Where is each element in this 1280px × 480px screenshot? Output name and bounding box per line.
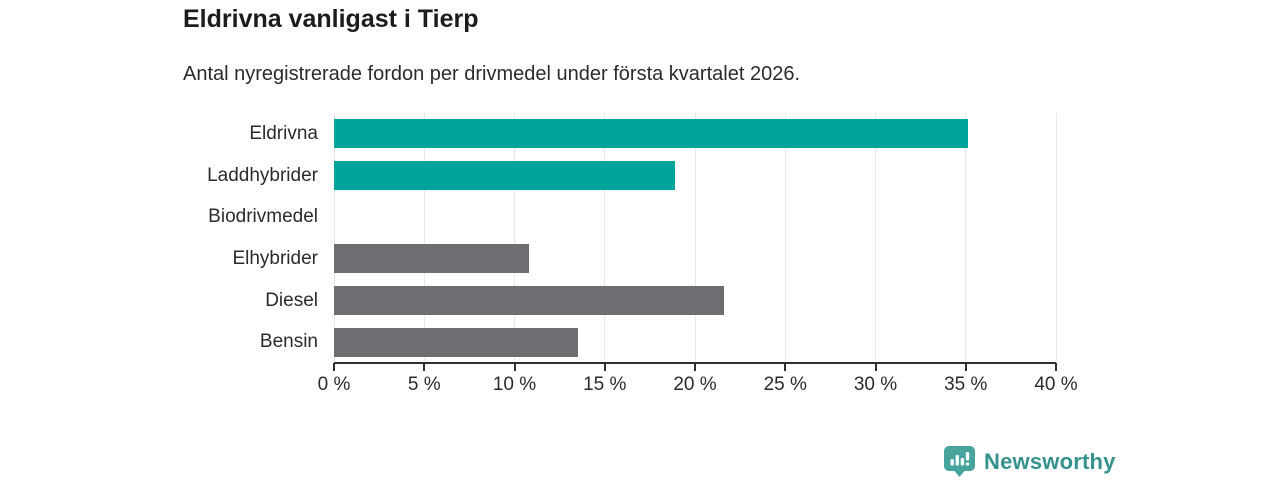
x-tick-label: 25 %: [763, 374, 807, 395]
x-axis-tick: [784, 363, 787, 371]
chart-subtitle: Antal nyregistrerade fordon per drivmede…: [183, 63, 801, 85]
x-axis-tick: [423, 363, 426, 371]
gridline: [694, 113, 696, 363]
x-axis-tick: [333, 363, 335, 371]
newsworthy-logo-icon: [944, 446, 975, 477]
plot-area: [333, 113, 1057, 371]
gridline: [784, 113, 786, 363]
x-tick-label: 5 %: [407, 374, 441, 395]
bar-diesel: [334, 286, 724, 315]
x-axis-labels: 0 % 5 % 10 % 15 % 20 % 25 % 30 % 35 % 40 %: [318, 374, 1078, 398]
x-tick-label: 40 %: [1034, 374, 1078, 395]
category-labels: Eldrivna Laddhybrider Biodrivmedel Elhybrid…: [0, 113, 318, 363]
x-axis-tick: [1055, 363, 1057, 371]
gridline: [1055, 113, 1057, 363]
gridline: [875, 113, 876, 363]
category-label: Bensin: [259, 331, 318, 353]
x-tick-label: 10 %: [492, 374, 537, 395]
gridline: [333, 113, 335, 363]
category-label: Laddhybrider: [207, 164, 318, 186]
bar-bensin: [334, 327, 578, 357]
newsworthy-logo: Newsworthy: [944, 446, 1116, 477]
category-label: Biodrivmedel: [208, 206, 318, 228]
x-axis-tick: [603, 363, 606, 371]
x-axis-tick: [874, 363, 877, 371]
newsworthy-logo-text: Newsworthy: [984, 448, 1116, 474]
bar-laddhybrider: [334, 161, 676, 190]
x-tick-label: 15 %: [583, 374, 627, 395]
bar-eldrivna: [334, 119, 968, 149]
x-axis-tick: [694, 363, 696, 371]
x-tick-label: 30 %: [853, 374, 898, 395]
x-axis-tick: [513, 363, 516, 371]
logo-badge-shape: [944, 446, 975, 477]
gridline: [514, 113, 515, 363]
x-axis-tick: [964, 363, 967, 371]
x-tick-label: 20 %: [673, 374, 717, 395]
category-label: Elhybrider: [232, 247, 318, 269]
chart-title: Eldrivna vanligast i Tierp: [183, 5, 479, 33]
bar-elhybrider: [334, 244, 529, 274]
x-tick-label: 0 %: [317, 374, 351, 395]
gridline: [604, 113, 606, 363]
gridline: [423, 113, 425, 363]
gridline: [965, 113, 967, 363]
category-label: Diesel: [265, 289, 318, 311]
x-tick-label: 35 %: [944, 374, 988, 395]
category-label: Eldrivna: [249, 122, 318, 144]
